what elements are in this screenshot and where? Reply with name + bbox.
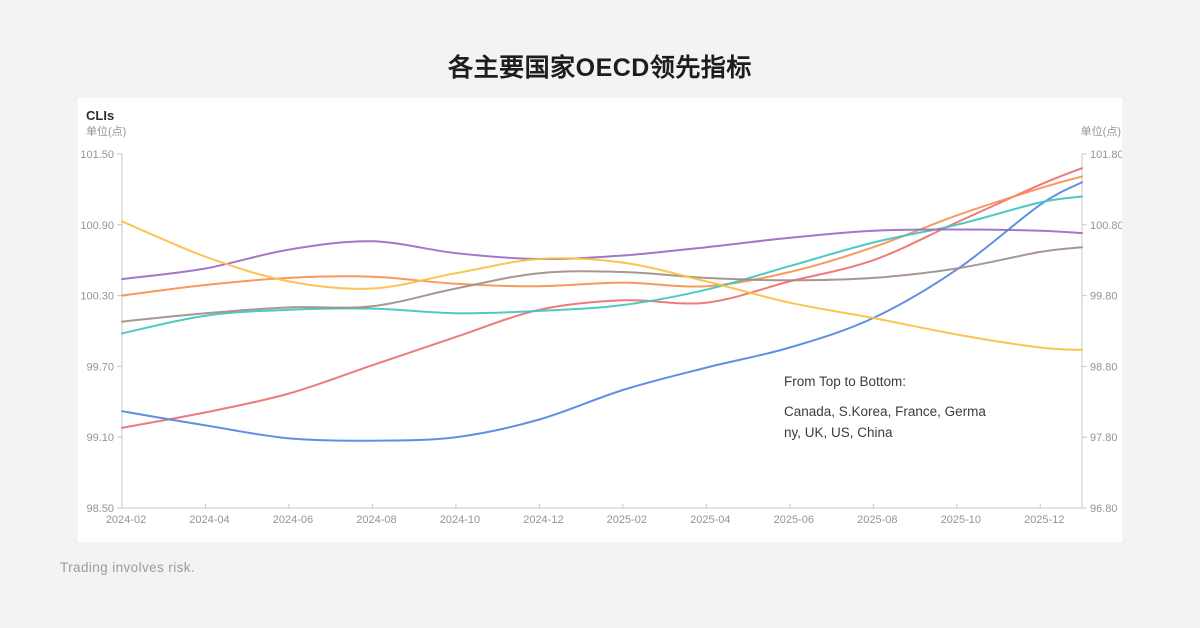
x-axis-tick-label: 2024-12	[523, 514, 563, 526]
left-axis-unit-label: 单位(点)	[86, 126, 127, 138]
annotation-countries: Canada, S.Korea, France, Germany, UK, US…	[784, 403, 986, 440]
x-axis-tick-label: 2025-12	[1024, 514, 1064, 526]
left-axis-tick-label: 99.10	[86, 432, 114, 444]
x-axis-tick-label: 2024-08	[356, 514, 396, 526]
chart-card: 101.50 100.90 100.30 99.70 99.10 98.50 101.80 1…	[78, 98, 1122, 542]
line-uk	[121, 228, 1083, 281]
right-axis-tick-label: 98.80	[1090, 361, 1118, 373]
x-axis-tick-label: 2025-02	[607, 514, 647, 526]
x-axis-tick-label: 2024-04	[189, 514, 229, 526]
line-china	[121, 220, 1083, 351]
x-axis-tick-label: 2024-02	[106, 514, 146, 526]
line-germany	[121, 195, 1083, 335]
right-axis-tick-label: 96.80	[1090, 503, 1118, 515]
cli-line-chart: 101.50 100.90 100.30 99.70 99.10 98.50 101.80 1…	[80, 149, 1122, 526]
x-axis-tick-label: 2024-10	[440, 514, 480, 526]
annotation-heading: From Top to Bottom:	[784, 374, 907, 389]
left-axis-tick-label: 98.50	[86, 503, 114, 515]
line-france	[121, 181, 1083, 442]
chart-axes: 101.50 100.90 100.30 99.70 99.10 98.50 101.80 1…	[80, 149, 1122, 526]
line-canada	[121, 167, 1083, 429]
left-axis-tick-label: 100.30	[80, 291, 114, 303]
right-axis-tick-label: 101.80	[1090, 149, 1122, 161]
x-axis-tick-label: 2025-06	[774, 514, 814, 526]
x-axis-tick-label: 2025-08	[857, 514, 897, 526]
page-title: 各主要国家OECD领先指标	[448, 54, 752, 82]
line-skorea	[121, 175, 1083, 297]
right-axis-tick-label: 99.80	[1090, 291, 1118, 303]
right-axis-unit-label: 单位(点)	[1080, 126, 1121, 138]
x-axis-tick-label: 2025-04	[690, 514, 730, 526]
series-order-annotation: From Top to Bottom: Canada, S.Korea, Fra…	[784, 372, 990, 444]
left-axis-tick-label: 101.50	[80, 149, 114, 161]
chart-name-label: CLIs	[86, 108, 115, 123]
left-axis-tick-label: 100.90	[80, 220, 114, 232]
right-axis-tick-label: 100.80	[1090, 220, 1122, 232]
right-axis-tick-label: 97.80	[1090, 432, 1118, 444]
x-axis-tick-label: 2025-10	[941, 514, 981, 526]
x-axis-tick-label: 2024-06	[273, 514, 313, 526]
left-axis-tick-label: 99.70	[86, 361, 114, 373]
risk-disclaimer: Trading involves risk.	[60, 560, 196, 575]
line-us	[121, 246, 1083, 323]
